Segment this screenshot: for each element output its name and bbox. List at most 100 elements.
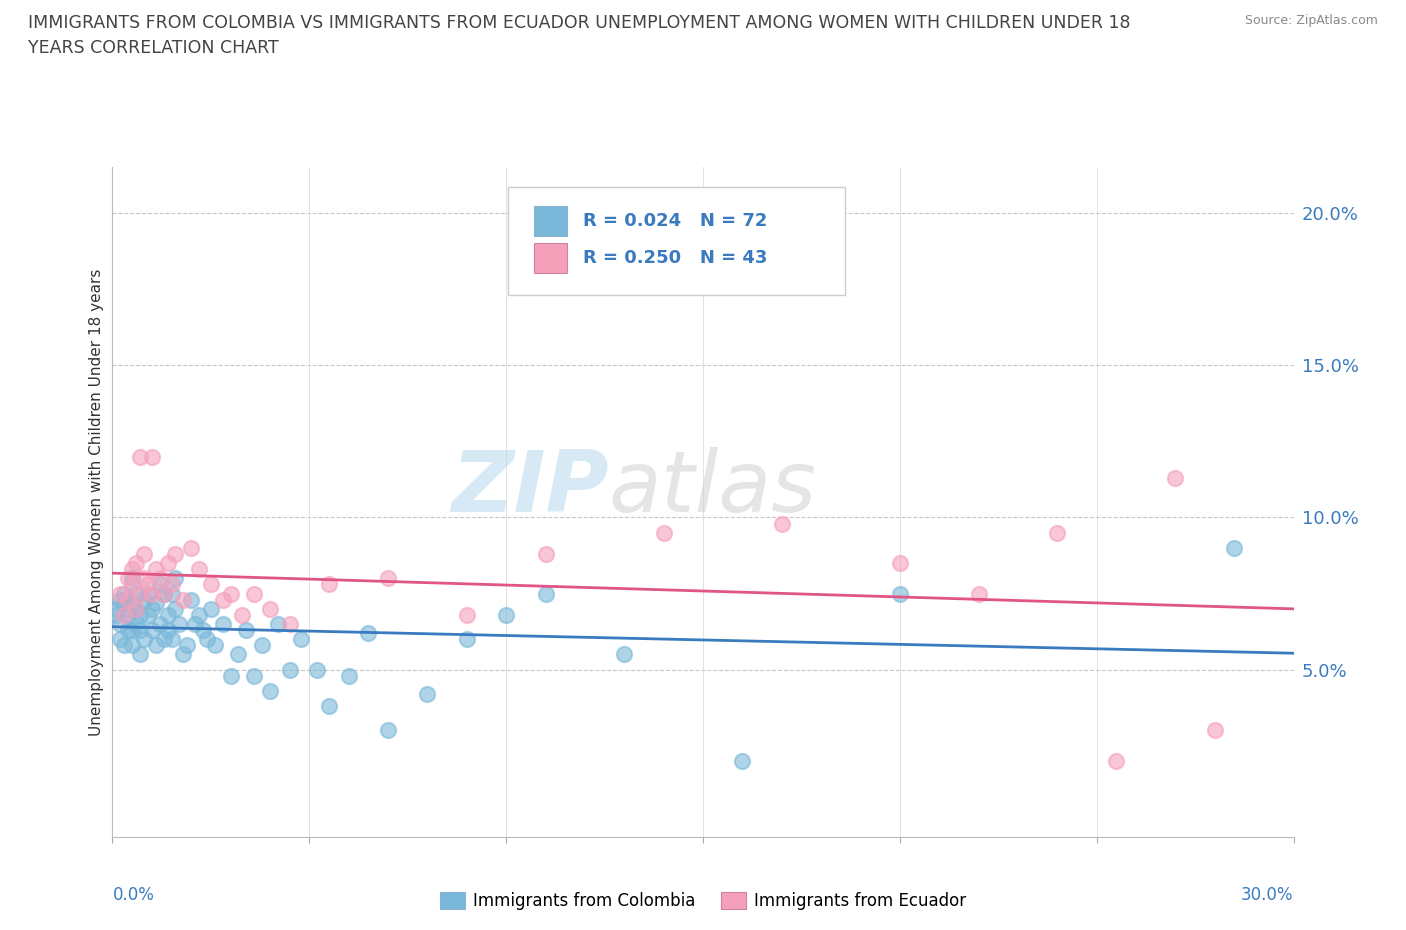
Point <box>377 723 399 737</box>
Point <box>145 562 167 577</box>
Point <box>132 547 155 562</box>
Text: atlas: atlas <box>609 447 817 530</box>
Point <box>967 586 990 601</box>
Point <box>770 516 793 531</box>
Point <box>176 638 198 653</box>
Point <box>278 662 301 677</box>
Point <box>267 617 290 631</box>
Point <box>117 622 139 637</box>
Point <box>191 622 214 637</box>
Point <box>136 607 159 622</box>
FancyBboxPatch shape <box>534 243 567 273</box>
Point <box>121 638 143 653</box>
Point <box>160 577 183 591</box>
Point <box>243 586 266 601</box>
Point <box>278 617 301 631</box>
Point <box>152 586 174 601</box>
Point <box>112 607 135 622</box>
Point <box>243 669 266 684</box>
Point <box>129 647 152 662</box>
Point <box>105 607 128 622</box>
Point <box>1164 471 1187 485</box>
Point <box>110 617 132 631</box>
Point <box>188 607 211 622</box>
Point <box>1105 753 1128 768</box>
Point <box>318 698 340 713</box>
Point <box>337 669 360 684</box>
Text: R = 0.024   N = 72: R = 0.024 N = 72 <box>582 212 766 230</box>
Point <box>357 626 380 641</box>
Point <box>141 449 163 464</box>
Point <box>110 592 132 607</box>
Point <box>290 631 312 646</box>
Point <box>534 586 557 601</box>
Point <box>121 595 143 610</box>
Point <box>132 631 155 646</box>
Point <box>132 592 155 607</box>
Point <box>200 602 222 617</box>
Point <box>117 607 139 622</box>
Point <box>125 602 148 617</box>
Text: R = 0.250   N = 43: R = 0.250 N = 43 <box>582 249 766 267</box>
Point <box>117 571 139 586</box>
Point <box>125 586 148 601</box>
Text: YEARS CORRELATION CHART: YEARS CORRELATION CHART <box>28 39 278 57</box>
Point <box>129 607 152 622</box>
Point <box>180 592 202 607</box>
Point <box>169 617 191 631</box>
Point <box>110 586 132 601</box>
Point <box>416 686 439 701</box>
Point <box>165 571 187 586</box>
Point <box>184 617 207 631</box>
Point <box>731 753 754 768</box>
Point <box>259 684 281 698</box>
Point <box>377 571 399 586</box>
Text: IMMIGRANTS FROM COLOMBIA VS IMMIGRANTS FROM ECUADOR UNEMPLOYMENT AMONG WOMEN WIT: IMMIGRANTS FROM COLOMBIA VS IMMIGRANTS F… <box>28 14 1130 32</box>
Point <box>889 555 911 570</box>
Text: 0.0%: 0.0% <box>112 885 155 904</box>
Point <box>495 607 517 622</box>
Point <box>152 631 174 646</box>
Point <box>195 631 218 646</box>
Point <box>136 577 159 591</box>
Point <box>318 577 340 591</box>
Point <box>125 555 148 570</box>
Point <box>235 622 257 637</box>
Point <box>534 547 557 562</box>
Point <box>188 562 211 577</box>
Point <box>250 638 273 653</box>
Point <box>129 449 152 464</box>
Point <box>112 586 135 601</box>
Point <box>307 662 329 677</box>
Point <box>129 586 152 601</box>
Y-axis label: Unemployment Among Women with Children Under 18 years: Unemployment Among Women with Children U… <box>89 269 104 736</box>
Text: ZIP: ZIP <box>451 447 609 530</box>
Point <box>136 586 159 601</box>
FancyBboxPatch shape <box>534 206 567 236</box>
Point <box>180 540 202 555</box>
Point <box>149 577 172 591</box>
Point <box>105 602 128 617</box>
Point <box>125 602 148 617</box>
Text: 30.0%: 30.0% <box>1241 885 1294 904</box>
Point <box>211 617 233 631</box>
Point <box>172 592 194 607</box>
Point <box>110 631 132 646</box>
Point <box>117 602 139 617</box>
Point <box>145 638 167 653</box>
Point <box>1204 723 1226 737</box>
Point <box>121 562 143 577</box>
Point <box>456 631 478 646</box>
Point <box>129 622 152 637</box>
Point <box>231 607 253 622</box>
Point <box>156 607 179 622</box>
Point <box>160 586 183 601</box>
Point <box>141 622 163 637</box>
Point <box>160 631 183 646</box>
Point <box>652 525 675 540</box>
Point <box>149 571 172 586</box>
Point <box>121 622 143 637</box>
Point <box>149 617 172 631</box>
Point <box>165 547 187 562</box>
Point <box>219 669 242 684</box>
